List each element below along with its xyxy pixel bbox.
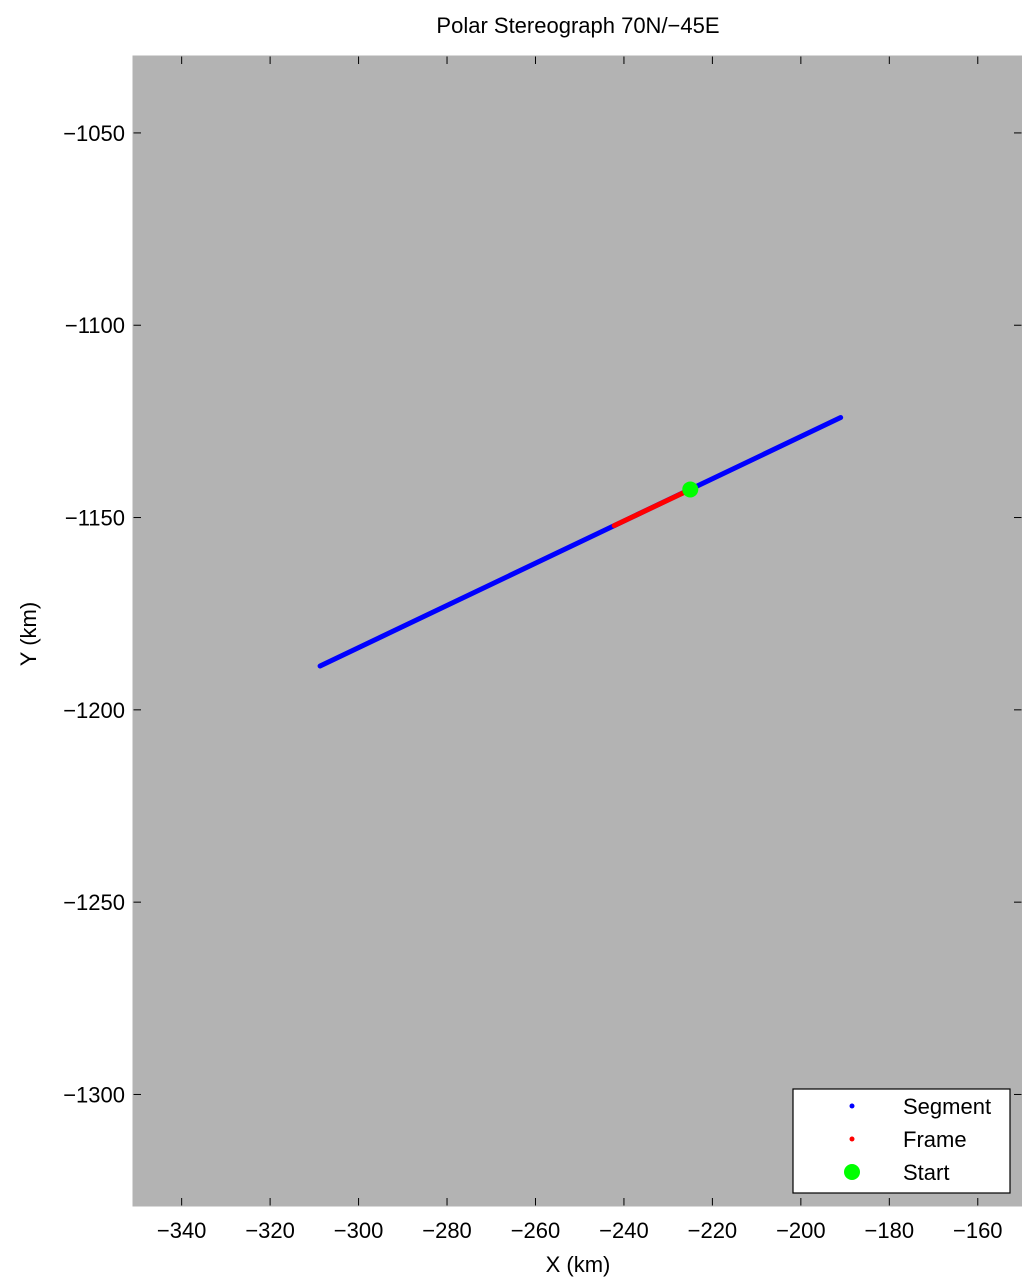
series-frame — [611, 486, 693, 529]
x-tick-label: −160 — [953, 1218, 1003, 1243]
y-axis-label: Y (km) — [16, 602, 41, 666]
y-tick-label: −1250 — [63, 890, 125, 915]
legend-marker-segment — [849, 1103, 855, 1109]
y-tick-label: −1050 — [63, 121, 125, 146]
legend-box — [792, 1088, 1011, 1194]
legend-label-segment: Segment — [903, 1094, 991, 1119]
x-tick-label: −280 — [422, 1218, 472, 1243]
plot-area — [133, 56, 1022, 1206]
x-tick-label: −200 — [776, 1218, 826, 1243]
y-tick-label: −1200 — [63, 698, 125, 723]
y-tick-label: −1150 — [65, 506, 125, 531]
axis-ticks: −340 −320 −300 −280 −260 −240 −220 −200 −180 −160… — [63, 56, 1022, 1243]
y-tick-label: −1300 — [63, 1082, 125, 1107]
series-layer — [317, 415, 844, 669]
legend-label-start: Start — [903, 1160, 949, 1185]
legend: Segment Frame Start — [792, 1088, 1011, 1194]
series-segment — [317, 415, 844, 669]
x-axis-label: X (km) — [546, 1252, 611, 1277]
x-tick-label: −340 — [157, 1218, 207, 1243]
y-tick-label: −1100 — [65, 313, 125, 338]
x-tick-label: −180 — [865, 1218, 915, 1243]
legend-marker-start — [844, 1164, 860, 1180]
x-tick-label: −260 — [511, 1218, 561, 1243]
plot-frame — [132, 55, 1022, 1207]
legend-label-frame: Frame — [903, 1127, 967, 1152]
x-tick-label: −240 — [599, 1218, 649, 1243]
chart-title: Polar Stereograph 70N/−45E — [436, 13, 719, 38]
x-tick-label: −220 — [688, 1218, 738, 1243]
x-tick-label: −320 — [245, 1218, 295, 1243]
x-tick-label: −300 — [334, 1218, 384, 1243]
series-start-point — [682, 481, 699, 498]
legend-marker-frame — [849, 1136, 855, 1142]
